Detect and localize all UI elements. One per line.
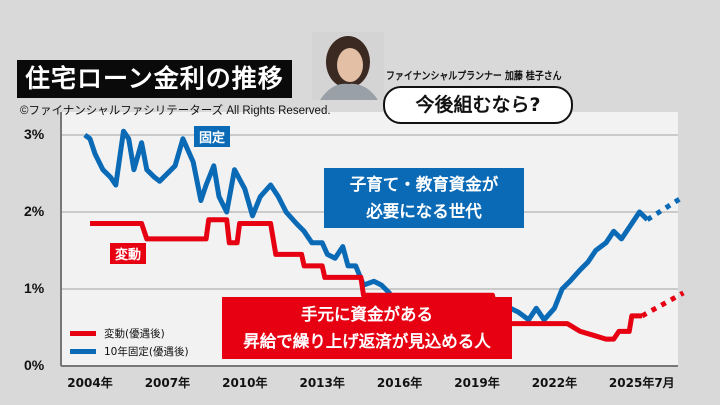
series-line <box>83 128 650 330</box>
question-bubble: 今後組むなら? <box>383 86 573 124</box>
legend-label: 変動(優遇後) <box>104 327 165 340</box>
speaker-name: ファイナンシャルプランナー 加藤 桂子さん <box>386 70 562 82</box>
callout-line: 子育て・教育資金が <box>349 175 499 194</box>
legend: 変動(優遇後) 10年固定(優遇後) <box>70 324 189 360</box>
x-tick-label: 2010年 <box>222 376 268 390</box>
legend-swatch <box>70 330 96 336</box>
series-lines <box>83 128 685 342</box>
y-tick-label: 2% <box>24 203 45 219</box>
page-title: 住宅ローン金利の推移 <box>17 60 292 98</box>
fixed-rate-callout: 子育て・教育資金が 必要になる世代 <box>324 168 524 228</box>
callout-line: 昇給で繰り上げ返済が見込める人 <box>243 332 491 351</box>
x-tick-label: 2004年 <box>67 376 113 390</box>
x-tick-label: 2019年 <box>454 376 500 390</box>
speaker-avatar <box>312 32 384 100</box>
series-projection <box>640 290 685 319</box>
person-icon <box>312 32 384 100</box>
series-projection <box>645 194 685 222</box>
y-tick-label: 3% <box>24 126 45 142</box>
y-tick-label: 1% <box>24 280 45 296</box>
fixed-rate-label: 固定 <box>194 126 231 147</box>
y-tick-label: 0% <box>24 357 45 373</box>
series-line <box>90 217 643 342</box>
copyright-notice: ©ファイナンシャルファシリテーターズ All Rights Reserved. <box>20 105 331 117</box>
x-tick-label: 2016年 <box>376 376 423 390</box>
variable-rate-label: 変動 <box>110 243 147 264</box>
callout-line: 必要になる世代 <box>366 202 482 221</box>
legend-item-fixed: 10年固定(優遇後) <box>70 342 189 360</box>
legend-item-variable: 変動(優遇後) <box>70 324 189 342</box>
legend-swatch <box>70 348 96 354</box>
x-tick-label: 2022年 <box>531 376 578 390</box>
x-tick-label: 2007年 <box>144 376 191 390</box>
x-tick-label: 2013年 <box>299 376 345 390</box>
callout-line: 手元に資金がある <box>301 305 433 324</box>
variable-rate-callout: 手元に資金がある 昇給で繰り上げ返済が見込める人 <box>222 297 512 359</box>
legend-label: 10年固定(優遇後) <box>104 345 189 358</box>
x-tick-label: 2025年7月 <box>608 376 675 390</box>
